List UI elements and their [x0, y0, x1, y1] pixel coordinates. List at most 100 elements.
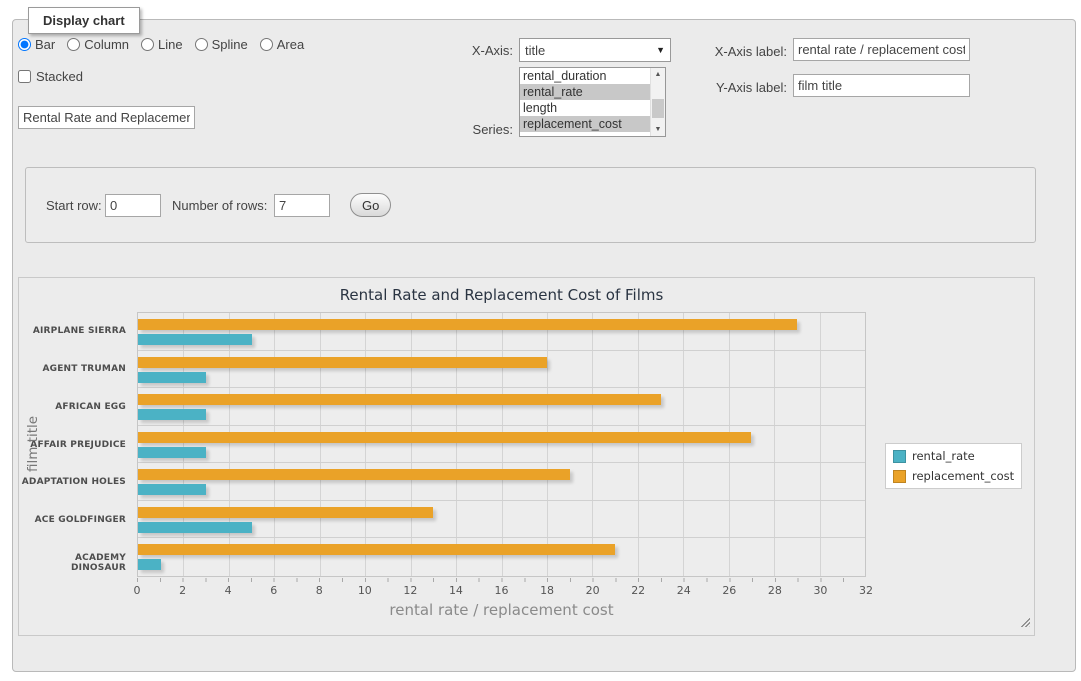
legend-label: replacement_cost: [912, 469, 1014, 483]
bar-replacement_cost[interactable]: [138, 394, 661, 405]
x-tick-label: 6: [262, 584, 286, 597]
bar-rental_rate[interactable]: [138, 522, 252, 533]
x-tick-label: 2: [171, 584, 195, 597]
bar-replacement_cost[interactable]: [138, 319, 797, 330]
series-option-length[interactable]: length: [520, 100, 650, 116]
x-axis-label-input[interactable]: [793, 38, 970, 61]
x-tick-label: 18: [535, 584, 559, 597]
chart-row: [138, 538, 865, 576]
chart-row: [138, 426, 865, 464]
chart-type-option-bar[interactable]: Bar: [18, 37, 55, 52]
bar-rental_rate[interactable]: [138, 484, 206, 495]
bar-rental_rate[interactable]: [138, 447, 206, 458]
bar-replacement_cost[interactable]: [138, 507, 433, 518]
x-tick-label: 10: [353, 584, 377, 597]
chart-title: Rental Rate and Replacement Cost of Film…: [137, 286, 866, 304]
bar-rental_rate[interactable]: [138, 559, 161, 570]
start-row-label: Start row:: [46, 198, 102, 213]
x-tick-label: 16: [490, 584, 514, 597]
number-of-rows-label: Number of rows:: [172, 198, 267, 213]
start-row-input[interactable]: [105, 194, 161, 217]
go-button[interactable]: Go: [350, 193, 391, 217]
x-tick-label: 28: [763, 584, 787, 597]
resize-handle-icon[interactable]: [1019, 616, 1030, 627]
row-options-box: Start row: Number of rows: Go: [25, 167, 1036, 243]
x-tick-label: 30: [808, 584, 832, 597]
x-tick-label: 12: [398, 584, 422, 597]
chart-type-radio-spline[interactable]: [195, 38, 208, 51]
x-axis-select-label: X-Axis:: [430, 43, 513, 58]
y-axis-label-input[interactable]: [793, 74, 970, 97]
chart-row: [138, 463, 865, 501]
bar-replacement_cost[interactable]: [138, 357, 547, 368]
chart-type-option-spline[interactable]: Spline: [195, 37, 248, 52]
display-chart-legend: Display chart: [28, 7, 140, 34]
y-axis-title: film title: [25, 416, 41, 472]
x-tick-label: 26: [717, 584, 741, 597]
bar-rental_rate[interactable]: [138, 372, 206, 383]
category-label: AGENT TRUMAN: [19, 364, 131, 374]
legend-item-rental_rate: rental_rate: [893, 449, 1014, 463]
bar-rental_rate[interactable]: [138, 334, 252, 345]
category-label: ADAPTATION HOLES: [19, 477, 131, 487]
x-tick-label: 20: [581, 584, 605, 597]
category-label: ACADEMY DINOSAUR: [19, 553, 131, 573]
chart-type-radio-area[interactable]: [260, 38, 273, 51]
stacked-label: Stacked: [36, 69, 83, 84]
category-label: AIRPLANE SIERRA: [19, 326, 131, 336]
x-tick-label: 4: [216, 584, 240, 597]
y-axis-label-caption: Y-Axis label:: [646, 80, 787, 95]
series-option-rental_duration[interactable]: rental_duration: [520, 68, 650, 84]
bar-replacement_cost[interactable]: [138, 432, 751, 443]
x-axis-label-caption: X-Axis label:: [646, 44, 787, 59]
chart-legend: rental_rate replacement_cost: [885, 443, 1022, 489]
chart-title-input[interactable]: [18, 106, 195, 129]
chart-type-option-label: Bar: [35, 37, 55, 52]
category-label: AFRICAN EGG: [19, 402, 131, 412]
bar-replacement_cost[interactable]: [138, 469, 570, 480]
series-listbox[interactable]: rental_durationrental_ratelengthreplacem…: [519, 67, 666, 137]
scroll-thumb[interactable]: [652, 99, 664, 118]
series-option-replacement_cost[interactable]: replacement_cost: [520, 116, 650, 132]
display-chart-screen: Display chart Bar Column Line Spline Area St…: [0, 0, 1081, 681]
stacked-checkbox[interactable]: [18, 70, 31, 83]
x-axis-title: rental rate / replacement cost: [137, 601, 866, 619]
chart-panel: Rental Rate and Replacement Cost of Film…: [18, 277, 1035, 636]
chart-type-radio-bar[interactable]: [18, 38, 31, 51]
chart-type-option-line[interactable]: Line: [141, 37, 183, 52]
x-tick-label: 14: [444, 584, 468, 597]
chart-type-option-label: Area: [277, 37, 304, 52]
legend-swatch: [893, 450, 906, 463]
series-option-rental_rate[interactable]: rental_rate: [520, 84, 650, 100]
chart-row: [138, 313, 865, 351]
chart-type-option-area[interactable]: Area: [260, 37, 304, 52]
stacked-checkbox-row[interactable]: Stacked: [18, 69, 83, 84]
x-tick-label: 0: [125, 584, 149, 597]
chart-type-radio-line[interactable]: [141, 38, 154, 51]
scroll-down-icon[interactable]: ▼: [651, 123, 665, 136]
chart-row: [138, 351, 865, 389]
x-tick-label: 8: [307, 584, 331, 597]
number-of-rows-input[interactable]: [274, 194, 330, 217]
category-label: ACE GOLDFINGER: [19, 515, 131, 525]
chart-row: [138, 501, 865, 539]
x-tick-label: 22: [626, 584, 650, 597]
legend-item-replacement_cost: replacement_cost: [893, 469, 1014, 483]
bar-replacement_cost[interactable]: [138, 544, 615, 555]
chart-type-option-column[interactable]: Column: [67, 37, 129, 52]
chart-type-radio-column[interactable]: [67, 38, 80, 51]
legend-swatch: [893, 470, 906, 483]
plot-area: [137, 312, 866, 577]
chart-type-option-label: Line: [158, 37, 183, 52]
series-list-scrollbar[interactable]: ▲ ▼: [650, 68, 665, 136]
x-tick-label: 24: [672, 584, 696, 597]
chart-row: [138, 388, 865, 426]
series-list-label: Series:: [430, 122, 513, 137]
chart-type-radio-group: Bar Column Line Spline Area: [18, 37, 304, 52]
bar-rental_rate[interactable]: [138, 409, 206, 420]
chart-type-option-label: Spline: [212, 37, 248, 52]
x-axis-tick-labels: 02468101214161820222426283032: [137, 584, 866, 598]
x-tick-label: 32: [854, 584, 878, 597]
series-options: rental_durationrental_ratelengthreplacem…: [520, 68, 650, 136]
chart-type-option-label: Column: [84, 37, 129, 52]
